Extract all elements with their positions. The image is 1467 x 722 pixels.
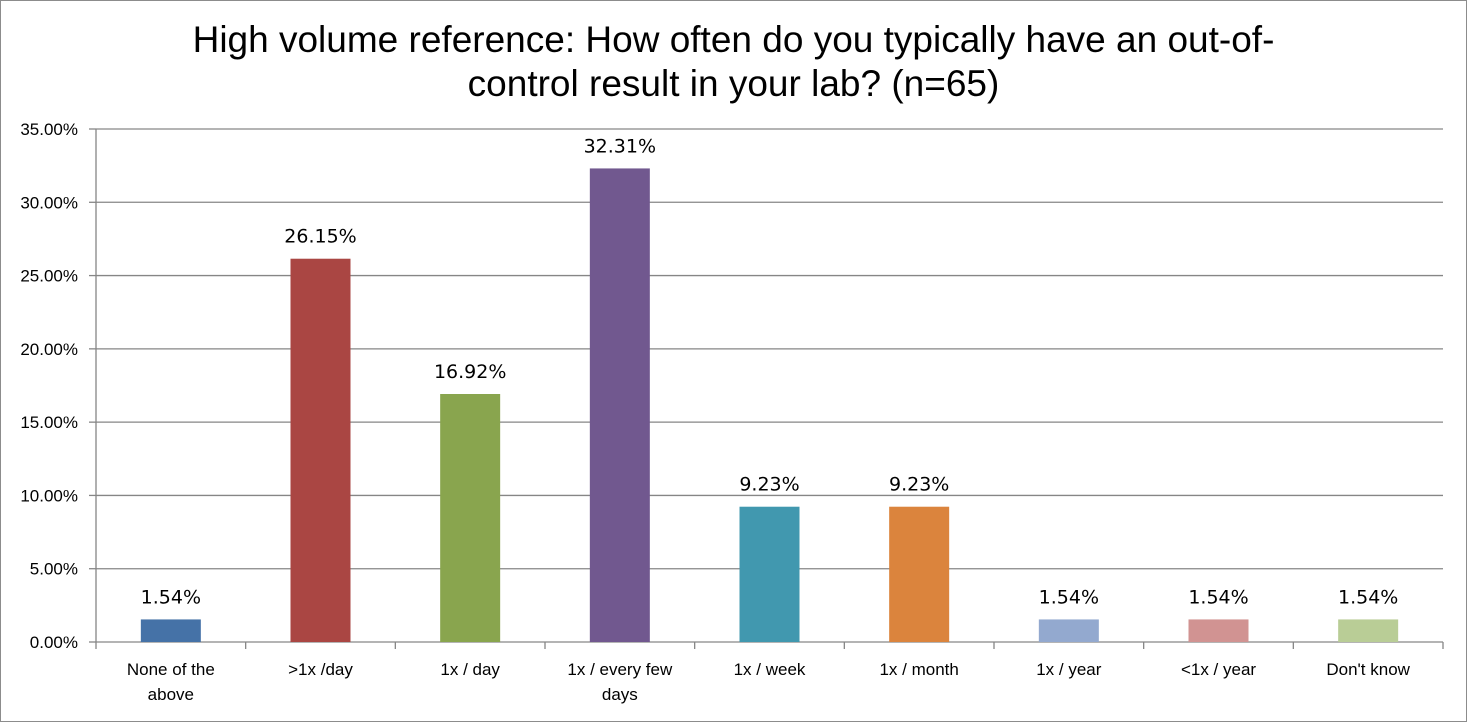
data-label: 1.54% [141,586,201,608]
bar [589,168,650,642]
x-category-label: above [148,685,194,704]
data-label: 1.54% [1188,586,1248,608]
bar [290,258,351,642]
x-category-label: 1x / every few [567,660,673,679]
bar [140,619,201,642]
x-category-label: >1x /day [288,660,353,679]
bar [440,394,501,642]
bar [1038,619,1099,642]
x-category-label: Don't know [1326,660,1410,679]
y-tick-label: 0.00% [30,633,78,652]
x-category-label: 1x / year [1036,660,1102,679]
chart-title-line-1: High volume reference: How often do you … [192,19,1275,60]
data-label: 32.31% [584,135,656,157]
data-label: 16.92% [434,361,506,383]
x-category-label: days [602,685,638,704]
data-label: 1.54% [1039,586,1099,608]
y-tick-label: 5.00% [30,560,78,579]
x-category-label: 1x / month [879,660,958,679]
x-category-label: 1x / week [734,660,806,679]
y-tick-label: 25.00% [20,267,78,286]
x-category-label: 1x / day [440,660,500,679]
y-tick-label: 15.00% [20,413,78,432]
bar [739,506,800,642]
data-label: 9.23% [889,474,949,496]
data-label: 9.23% [739,474,799,496]
y-tick-label: 30.00% [20,193,78,212]
bar [889,506,950,642]
chart-title: High volume reference: How often do you … [0,18,1467,106]
x-category-label: None of the [127,660,215,679]
y-tick-label: 20.00% [20,340,78,359]
y-tick-label: 10.00% [20,486,78,505]
data-label: 1.54% [1338,586,1398,608]
chart-title-line-2: control result in your lab? (n=65) [467,63,1000,104]
y-tick-label: 35.00% [20,120,78,139]
bar [1338,619,1399,642]
x-category-label: <1x / year [1181,660,1256,679]
data-label: 26.15% [284,226,356,248]
bar [1188,619,1249,642]
